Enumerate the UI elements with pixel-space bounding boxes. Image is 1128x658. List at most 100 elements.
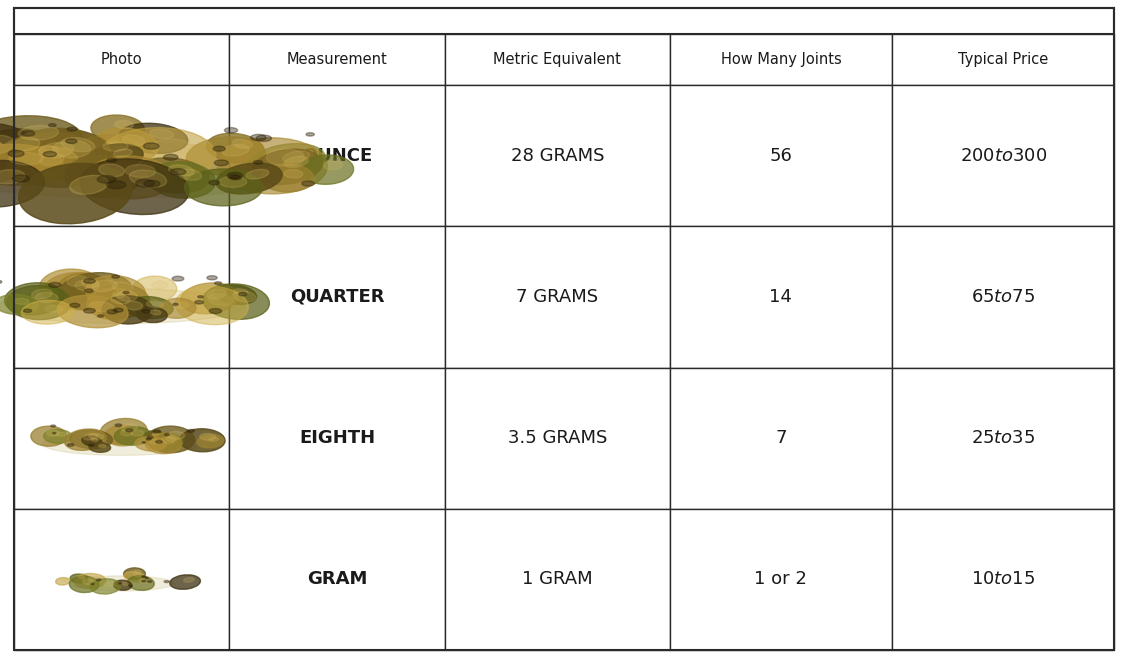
Ellipse shape	[261, 164, 314, 192]
Text: 1 or 2: 1 or 2	[755, 570, 808, 588]
Ellipse shape	[206, 289, 226, 299]
Ellipse shape	[8, 150, 24, 157]
Ellipse shape	[5, 128, 113, 188]
Ellipse shape	[104, 582, 114, 586]
Ellipse shape	[186, 137, 265, 175]
Ellipse shape	[113, 308, 123, 312]
Ellipse shape	[228, 172, 243, 178]
Ellipse shape	[51, 425, 55, 427]
Ellipse shape	[0, 170, 25, 184]
Ellipse shape	[43, 433, 200, 455]
Ellipse shape	[49, 124, 56, 127]
Ellipse shape	[80, 159, 188, 215]
Ellipse shape	[151, 139, 192, 156]
Ellipse shape	[74, 280, 99, 291]
FancyBboxPatch shape	[229, 509, 446, 650]
FancyBboxPatch shape	[670, 34, 892, 85]
Text: $10 to $15: $10 to $15	[971, 570, 1036, 588]
Ellipse shape	[170, 168, 186, 175]
Ellipse shape	[239, 292, 247, 296]
Ellipse shape	[161, 438, 174, 443]
Ellipse shape	[90, 578, 121, 594]
Ellipse shape	[65, 156, 140, 197]
Ellipse shape	[113, 282, 133, 292]
Ellipse shape	[98, 128, 215, 184]
Text: 7: 7	[775, 429, 786, 447]
Ellipse shape	[224, 128, 238, 133]
Ellipse shape	[140, 578, 149, 583]
Ellipse shape	[21, 131, 35, 136]
FancyBboxPatch shape	[670, 85, 892, 226]
Ellipse shape	[45, 305, 63, 313]
Ellipse shape	[89, 443, 111, 452]
FancyBboxPatch shape	[14, 85, 229, 226]
Ellipse shape	[125, 297, 174, 318]
Ellipse shape	[0, 133, 95, 182]
FancyBboxPatch shape	[670, 509, 892, 650]
Ellipse shape	[44, 430, 72, 443]
Ellipse shape	[142, 310, 150, 313]
Ellipse shape	[206, 276, 218, 280]
Ellipse shape	[125, 429, 133, 432]
Ellipse shape	[115, 424, 122, 426]
Ellipse shape	[35, 292, 58, 303]
Ellipse shape	[107, 309, 117, 314]
Ellipse shape	[215, 285, 256, 305]
Ellipse shape	[24, 309, 32, 313]
Ellipse shape	[197, 435, 223, 448]
Ellipse shape	[209, 180, 220, 185]
Text: 14: 14	[769, 288, 792, 306]
Ellipse shape	[81, 279, 99, 288]
Ellipse shape	[165, 434, 169, 436]
Ellipse shape	[112, 294, 130, 304]
Ellipse shape	[99, 164, 124, 177]
Ellipse shape	[0, 280, 2, 284]
Ellipse shape	[232, 139, 253, 149]
Ellipse shape	[164, 154, 178, 160]
Ellipse shape	[15, 139, 70, 170]
Ellipse shape	[302, 181, 315, 186]
Ellipse shape	[68, 443, 74, 446]
Ellipse shape	[86, 276, 146, 308]
Ellipse shape	[134, 574, 141, 577]
Ellipse shape	[113, 149, 132, 157]
Ellipse shape	[214, 160, 228, 166]
FancyBboxPatch shape	[670, 368, 892, 509]
Ellipse shape	[246, 169, 268, 179]
Ellipse shape	[38, 143, 73, 158]
Text: Measurement: Measurement	[287, 52, 388, 66]
Ellipse shape	[82, 580, 92, 584]
FancyBboxPatch shape	[446, 34, 670, 85]
Ellipse shape	[74, 574, 106, 588]
Ellipse shape	[147, 426, 195, 453]
Ellipse shape	[197, 295, 203, 298]
Ellipse shape	[147, 301, 164, 308]
Ellipse shape	[173, 303, 178, 305]
Ellipse shape	[133, 570, 141, 574]
Ellipse shape	[21, 300, 74, 324]
Text: Metric Equivalent: Metric Equivalent	[493, 52, 622, 66]
Ellipse shape	[169, 165, 194, 176]
Ellipse shape	[218, 138, 327, 194]
Ellipse shape	[90, 284, 150, 318]
Ellipse shape	[61, 138, 95, 152]
Ellipse shape	[209, 309, 221, 314]
FancyBboxPatch shape	[446, 509, 670, 650]
Text: How Many Joints: How Many Joints	[721, 52, 841, 66]
FancyBboxPatch shape	[892, 85, 1114, 226]
Ellipse shape	[148, 162, 215, 198]
Ellipse shape	[164, 580, 169, 582]
Ellipse shape	[64, 429, 106, 450]
Ellipse shape	[187, 430, 194, 432]
Ellipse shape	[133, 276, 177, 301]
Ellipse shape	[219, 176, 247, 188]
Ellipse shape	[166, 436, 176, 442]
Ellipse shape	[156, 440, 162, 443]
Text: 28 GRAMS: 28 GRAMS	[511, 147, 605, 164]
Ellipse shape	[168, 432, 185, 440]
Ellipse shape	[39, 145, 59, 155]
Ellipse shape	[0, 123, 37, 185]
Ellipse shape	[0, 134, 12, 180]
FancyBboxPatch shape	[14, 368, 229, 509]
Text: OUNCE: OUNCE	[302, 147, 372, 164]
